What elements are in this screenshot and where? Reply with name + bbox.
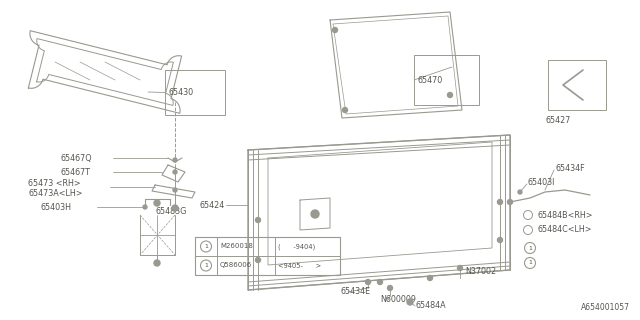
Circle shape (497, 237, 502, 243)
Text: 1: 1 (204, 263, 208, 268)
Text: 1: 1 (204, 244, 208, 249)
Text: 65434F: 65434F (555, 164, 584, 172)
Text: A654001057: A654001057 (581, 303, 630, 312)
Text: 65467T: 65467T (60, 167, 90, 177)
Circle shape (143, 205, 147, 209)
Circle shape (378, 279, 383, 284)
Text: 65403I: 65403I (528, 178, 556, 187)
Circle shape (497, 199, 502, 204)
Text: (      -9404): ( -9404) (278, 243, 316, 250)
Text: 65430: 65430 (168, 88, 193, 97)
Bar (165, 70, 225, 115)
Text: 65470: 65470 (417, 76, 442, 84)
Circle shape (365, 279, 371, 284)
Circle shape (255, 258, 260, 262)
Text: N600009: N600009 (380, 295, 416, 305)
Circle shape (458, 266, 463, 270)
Circle shape (508, 199, 513, 204)
Circle shape (173, 158, 177, 162)
Text: 65424: 65424 (200, 201, 225, 210)
Circle shape (518, 190, 522, 194)
Text: 65473 <RH>: 65473 <RH> (28, 179, 81, 188)
Circle shape (311, 210, 319, 218)
Text: 65403H: 65403H (40, 203, 71, 212)
Circle shape (173, 188, 177, 192)
Text: 65434E: 65434E (340, 287, 370, 297)
Circle shape (447, 92, 452, 98)
Circle shape (255, 218, 260, 222)
Circle shape (407, 299, 413, 305)
Circle shape (154, 200, 160, 206)
Circle shape (342, 108, 348, 113)
Text: 65427: 65427 (545, 116, 571, 124)
Text: 65484A: 65484A (415, 301, 445, 310)
Text: 65483G: 65483G (155, 207, 186, 217)
Text: 65484B<RH>: 65484B<RH> (537, 211, 593, 220)
Circle shape (154, 260, 160, 266)
Bar (548, 60, 606, 110)
Text: M260018: M260018 (220, 244, 253, 250)
Circle shape (172, 205, 178, 211)
Text: 1: 1 (528, 245, 532, 251)
Text: 65484C<LH>: 65484C<LH> (537, 226, 591, 235)
Text: 1: 1 (528, 260, 532, 266)
Text: <9405-      >: <9405- > (278, 262, 321, 268)
Circle shape (333, 28, 337, 33)
Circle shape (428, 276, 433, 281)
Text: 65473A<LH>: 65473A<LH> (28, 188, 83, 197)
Bar (195, 237, 340, 275)
Text: 65467Q: 65467Q (60, 154, 92, 163)
Bar (414, 55, 479, 105)
Circle shape (173, 170, 177, 174)
Circle shape (387, 285, 392, 291)
Text: Q586006: Q586006 (220, 262, 252, 268)
Text: N37002: N37002 (465, 268, 496, 276)
